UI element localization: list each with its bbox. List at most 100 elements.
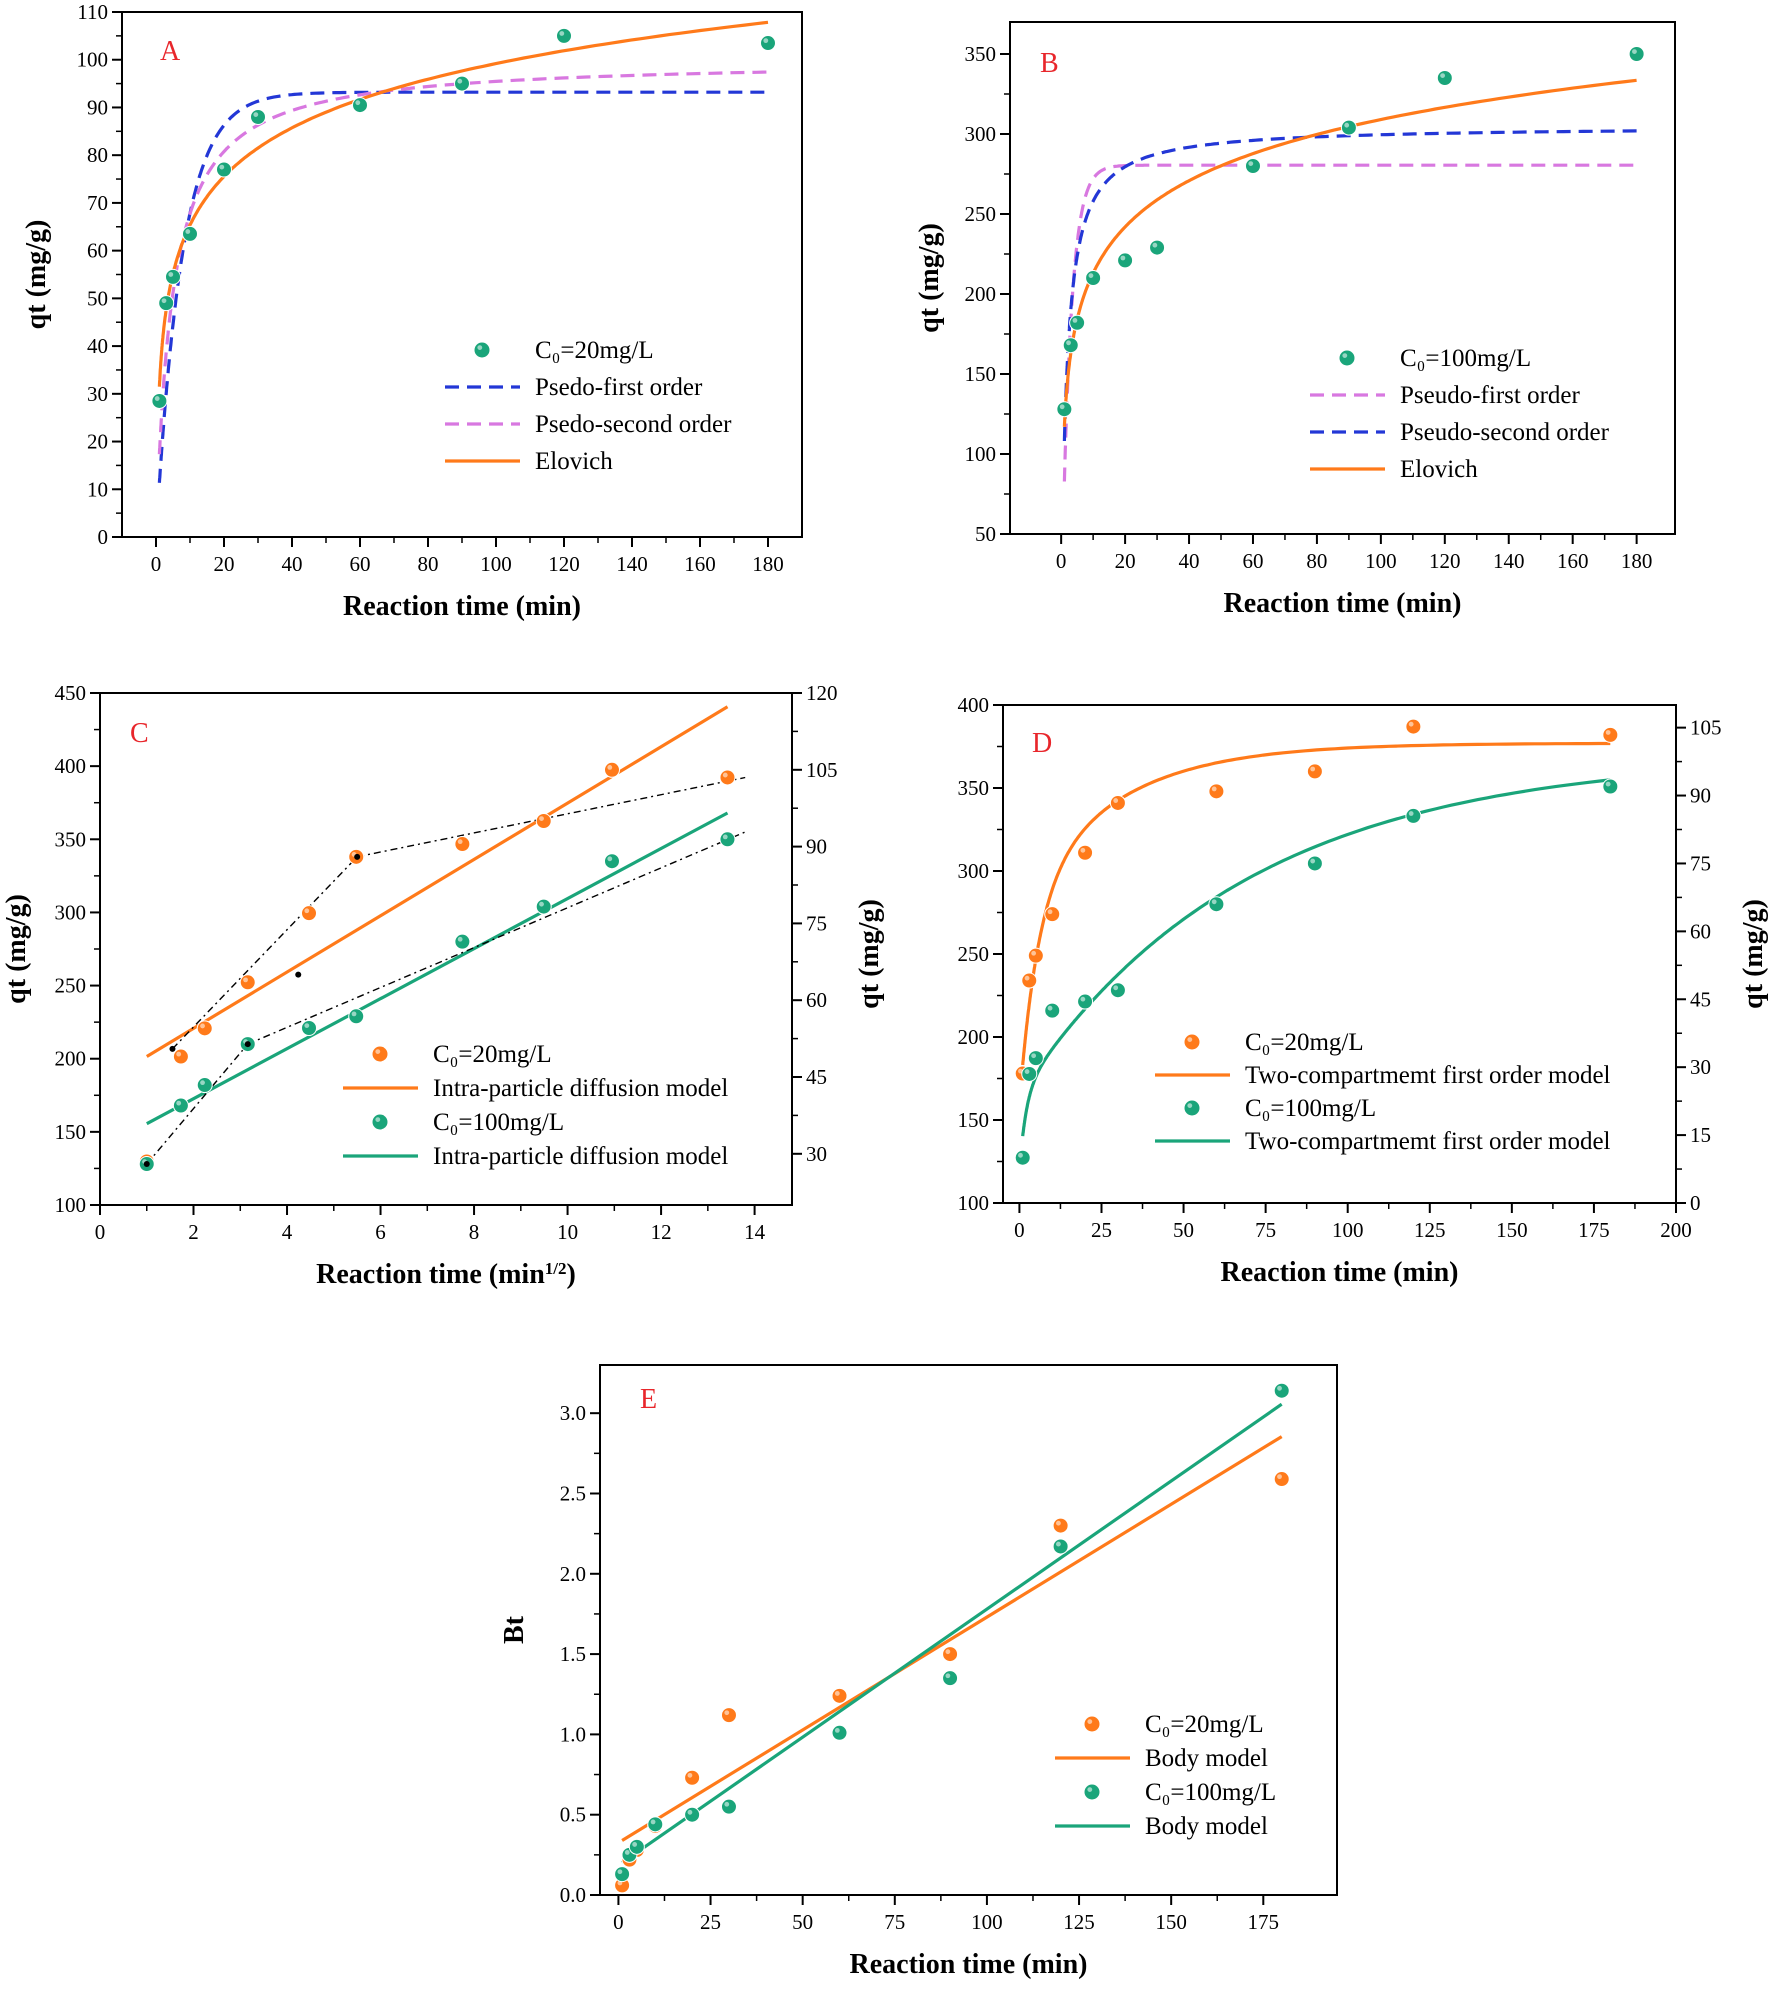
fit-line-green [146, 811, 729, 1126]
fit-line-blue [1062, 129, 1637, 442]
y2-tick-label: 75 [1690, 851, 1711, 875]
data-point-highlight [722, 772, 728, 778]
legend-label: Psedo-second order [535, 411, 732, 438]
y-tick-label: 0.5 [560, 1803, 586, 1827]
y-tick-label: 300 [958, 859, 990, 883]
x-tick-label: 175 [1248, 1910, 1280, 1934]
data-point-orange [1052, 1517, 1069, 1534]
plot-area [1021, 741, 1611, 1137]
x-tick-label: 140 [616, 552, 648, 576]
data-point-green [454, 75, 470, 92]
data-point-highlight [1120, 255, 1126, 261]
data-point-green [1056, 401, 1073, 418]
y-tick-label: 70 [87, 191, 108, 215]
data-point-highlight [243, 977, 248, 983]
data-point-green [301, 1019, 318, 1036]
y-tick-label: 20 [87, 430, 108, 454]
y2-axis-label: qt (mg/g) [1738, 899, 1769, 1009]
stage-fit-line [357, 776, 746, 858]
x-tick-label: 100 [1332, 1218, 1364, 1242]
data-point-highlight [1080, 847, 1086, 853]
y-tick-label: 400 [55, 754, 87, 778]
fit-line-orange [145, 705, 729, 1058]
x-axis-label: Reaction time (min1/2) [316, 1259, 576, 1291]
data-point-highlight [168, 272, 174, 277]
data-point-green [720, 1798, 737, 1815]
legend: C₀=20mg/L Psedo-first order Psedo-second o… [445, 337, 732, 475]
plot-area [621, 1402, 1283, 1865]
x-tick-label: 75 [1255, 1218, 1276, 1242]
data-point-orange [454, 836, 471, 853]
x-axis-label: Reaction time (min) [1221, 1257, 1459, 1288]
x-tick-label: 160 [684, 552, 716, 576]
y2-tick-label: 60 [1690, 919, 1711, 943]
legend-label: Intra-particle diffusion model [433, 1143, 728, 1170]
legend-label: Elovich [1400, 456, 1478, 483]
y2-tick-label: 0 [1690, 1191, 1701, 1215]
legend-marker-green [474, 342, 490, 358]
data-point-green [1602, 778, 1619, 795]
data-point-highlight [1059, 404, 1065, 410]
data-point-green [535, 898, 552, 915]
data-point-green [831, 1724, 848, 1741]
x-tick-label: 140 [1493, 549, 1525, 573]
legend: C₀=20mg/L Two-compartmemt first order mod… [1155, 1029, 1611, 1155]
data-point-highlight [687, 1809, 693, 1815]
x-tick-label: 40 [1179, 549, 1200, 573]
data-point-highlight [1018, 1152, 1023, 1158]
y-tick-label: 1.5 [560, 1642, 586, 1666]
legend: C₀=100mg/L Pseudo-first order Pseudo-secon… [1310, 345, 1610, 483]
x-tick-label: 20 [214, 552, 235, 576]
x-axis-label: Reaction time (min) [850, 1949, 1088, 1980]
y2-tick-label: 90 [1690, 784, 1711, 808]
data-point-green [1436, 70, 1453, 86]
data-point-highlight [632, 1842, 638, 1847]
x-tick-label: 100 [971, 1910, 1003, 1934]
data-point-orange [535, 813, 552, 829]
y-tick-label: 100 [77, 48, 109, 72]
data-point-highlight [457, 839, 463, 845]
data-point-green [603, 853, 620, 870]
plot-frame [599, 1364, 1338, 1896]
stage-fit-line [146, 1043, 249, 1165]
y-axis-label: Bt [499, 1615, 530, 1644]
y2-tick-label: 15 [1690, 1123, 1711, 1147]
legend-marker-green [1084, 1784, 1100, 1800]
x-tick-label: 120 [548, 552, 580, 576]
x-tick-label: 25 [700, 1910, 721, 1934]
data-point-highlight [617, 1869, 623, 1875]
data-point-highlight [1066, 340, 1071, 346]
panel-letter: A [160, 36, 181, 67]
legend-marker-orange [1184, 1034, 1200, 1050]
y-tick-label: 1.0 [560, 1722, 586, 1746]
data-point-green [1273, 1382, 1290, 1399]
x-tick-label: 75 [884, 1910, 905, 1934]
data-point-green [1244, 158, 1261, 174]
legend-label: Body model [1145, 1813, 1268, 1840]
data-point-highlight [945, 1673, 951, 1679]
x-tick-label: 40 [282, 552, 303, 576]
x-tick-label: 4 [282, 1220, 293, 1244]
x-tick-label: 80 [418, 552, 439, 576]
fit-line-orange [1021, 741, 1611, 1066]
chart-panel-e: 0 25 50 75 100 125 150 175 0.0 0.5 1.0 1.5 2.0 2.5 3.0… [499, 1364, 1338, 1980]
y-tick-label: 3.0 [560, 1401, 586, 1425]
data-point-orange [301, 905, 318, 922]
data-point-orange [603, 761, 620, 778]
x-tick-label: 25 [1091, 1218, 1112, 1242]
data-point-orange [1021, 972, 1038, 989]
x-tick-label: 60 [1242, 549, 1263, 573]
stage-marker [143, 1161, 150, 1168]
x-tick-label: 180 [752, 552, 784, 576]
y-axis-label: qt (mg/g) [914, 223, 945, 333]
y2-tick-label: 105 [1690, 716, 1722, 740]
data-point-highlight [1080, 996, 1086, 1002]
x-axis-label-end: ) [567, 1259, 576, 1290]
x-tick-label: 120 [1429, 549, 1461, 573]
y-tick-label: 300 [965, 122, 997, 146]
x-tick-label: 0 [1014, 1218, 1025, 1242]
fit-line-blue [157, 90, 768, 483]
data-point-green [196, 1077, 213, 1094]
data-point-highlight [559, 31, 565, 36]
